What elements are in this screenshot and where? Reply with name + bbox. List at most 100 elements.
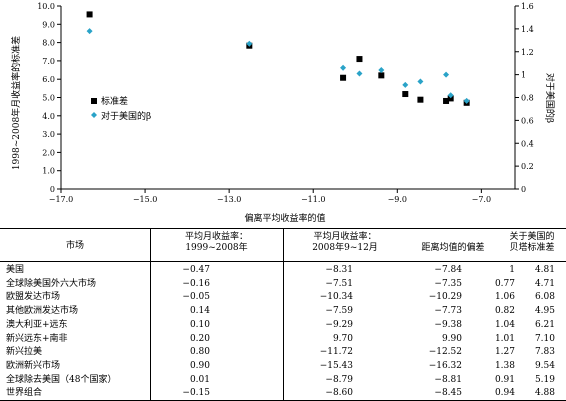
- left-y-tick-label: 10.0: [37, 2, 55, 11]
- cell-beta: 0.77: [494, 278, 515, 289]
- legend-square-marker: [91, 98, 97, 104]
- std-dev-point: [447, 95, 454, 102]
- cell-avg-hist: 0.90: [189, 360, 210, 371]
- cell-avg-recent: −7.51: [325, 278, 353, 289]
- cell-avg-hist: 0.20: [189, 333, 210, 344]
- cell-beta: 0.82: [494, 306, 515, 317]
- right-y-tick-label: 0.8: [521, 94, 534, 103]
- header-us-relative-line1: 关于美国的: [509, 232, 555, 242]
- cell-market: 全球除美国外六大市场: [6, 278, 97, 289]
- cell-market: 美国: [6, 265, 25, 275]
- left-y-tick-label: 1.0: [42, 167, 55, 176]
- cell-sd: 6.21: [534, 319, 555, 330]
- std-dev-point: [443, 97, 450, 104]
- left-y-axis-label: 1998~2008年月收益率的标准差: [10, 36, 22, 170]
- beta-point: [86, 28, 93, 35]
- scatter-chart: −17.0 −15.0 −13.0 −11.0 −9.0 −7.0 0 1.0 2.0 3.0 4…: [10, 2, 556, 224]
- beta-point: [447, 92, 454, 99]
- data-points: [86, 11, 470, 106]
- cell-deviation: −7.35: [434, 278, 462, 289]
- cell-deviation: 9.90: [441, 333, 462, 344]
- cell-sd: 4.95: [534, 306, 555, 317]
- cell-avg-hist: −0.15: [182, 388, 210, 399]
- left-y-tick-label: 9.0: [42, 20, 55, 29]
- x-tick-label: −13.0: [217, 195, 242, 204]
- cell-avg-recent: 9.70: [332, 333, 353, 344]
- cell-avg-recent: −8.31: [325, 265, 353, 275]
- legend-diamond-marker: [91, 112, 97, 118]
- cell-avg-hist: 0.10: [189, 319, 210, 330]
- left-y-axis-ticks: 0 1.0 2.0 3.0 4.0 5.0 6.0 7.0 8.0 9.0 10.0: [37, 2, 61, 194]
- cell-avg-recent: −15.43: [319, 360, 353, 371]
- cell-deviation: −8.81: [434, 374, 462, 385]
- legend-label-std: 标准差: [101, 95, 128, 107]
- cell-market: 世界组合: [6, 388, 43, 399]
- right-y-tick-label: 0.6: [521, 116, 534, 125]
- cell-avg-hist: −0.05: [182, 292, 210, 303]
- cell-market: 欧盟发达市场: [6, 292, 61, 303]
- header-deviation: 距离均值的偏差: [421, 243, 485, 253]
- header-avg-recent-line2: 2008年9~12月: [312, 243, 378, 253]
- x-tick-label: −11.0: [301, 195, 326, 204]
- cell-market: 新兴远东+南非: [6, 333, 68, 344]
- x-axis-ticks: −17.0 −15.0 −13.0 −11.0 −9.0 −7.0: [49, 189, 491, 204]
- cell-sd: 4.81: [534, 265, 555, 275]
- std-dev-point: [378, 72, 385, 79]
- col-divider-1: [150, 228, 151, 401]
- beta-point: [378, 67, 385, 74]
- col-divider-2: [283, 228, 284, 401]
- right-y-axis-label: 对于美国的β: [544, 73, 556, 123]
- left-y-tick-label: 6.0: [42, 75, 55, 84]
- left-y-tick-label: 4.0: [42, 112, 55, 121]
- cell-avg-recent: −7.59: [325, 306, 353, 317]
- cell-beta: 0.94: [494, 388, 515, 399]
- x-tick-label: −7.0: [472, 195, 491, 204]
- left-y-tick-label: 2.0: [42, 148, 55, 157]
- right-y-tick-label: 0.4: [521, 139, 534, 148]
- left-y-tick-label: 8.0: [42, 39, 55, 48]
- left-y-tick-label: 5.0: [42, 94, 55, 103]
- header-avg-recent-line1: 平均月收益率：: [313, 232, 377, 242]
- cell-market: 其他欧洲发达市场: [6, 306, 79, 317]
- std-dev-point: [340, 74, 347, 81]
- cell-sd: 7.10: [534, 333, 555, 344]
- std-dev-point: [402, 91, 409, 98]
- cell-avg-recent: −9.29: [325, 319, 353, 330]
- x-tick-label: −15.0: [133, 195, 158, 204]
- cell-sd: 5.19: [534, 374, 555, 385]
- beta-point: [246, 40, 253, 47]
- cell-avg-recent: −11.72: [319, 347, 353, 358]
- cell-avg-hist: 0.01: [189, 374, 210, 385]
- cell-avg-hist: 0.80: [189, 347, 210, 358]
- right-y-tick-label: 1.6: [521, 2, 534, 11]
- cell-avg-hist: 0.14: [189, 306, 210, 317]
- beta-point: [340, 64, 347, 71]
- cell-deviation: −9.38: [434, 319, 462, 330]
- cell-deviation: −8.45: [434, 388, 462, 399]
- cell-market: 新兴拉美: [6, 347, 43, 358]
- cell-beta: 1.27: [494, 347, 515, 358]
- cell-avg-recent: −8.60: [325, 388, 353, 399]
- cell-deviation: −7.84: [434, 265, 462, 275]
- cell-market: 全球除去美国（48个国家）: [6, 374, 117, 385]
- beta-point: [463, 97, 470, 104]
- std-dev-point: [417, 96, 424, 103]
- cell-deviation: −10.29: [428, 292, 462, 303]
- cell-market: 澳大利亚+远东: [6, 319, 68, 330]
- right-y-axis-ticks: 0 0.2 0.4 0.6 0.8 1 1.2 1.4 1.6: [515, 2, 534, 194]
- cell-sd: 4.71: [534, 278, 555, 289]
- beta-point: [402, 81, 409, 88]
- beta-point: [443, 71, 450, 78]
- cell-sd: 7.83: [534, 347, 555, 358]
- header-us-relative-line2: 贝塔标准差: [509, 243, 555, 253]
- right-y-tick-label: 1: [521, 71, 526, 80]
- cell-avg-recent: −8.79: [325, 374, 353, 385]
- legend-label-beta: 对于美国的β: [101, 110, 151, 122]
- cell-avg-recent: −10.34: [319, 292, 353, 303]
- data-table: 市场 平均月收益率： 1999~2008年 平均月收益率： 2008年9~12月…: [0, 228, 566, 401]
- legend: 标准差 对于美国的β: [91, 95, 151, 122]
- header-avg-hist-line1: 平均月收益率：: [184, 232, 248, 242]
- header-market: 市场: [65, 241, 84, 251]
- x-tick-label: −17.0: [49, 195, 74, 204]
- cell-deviation: −16.32: [428, 360, 462, 371]
